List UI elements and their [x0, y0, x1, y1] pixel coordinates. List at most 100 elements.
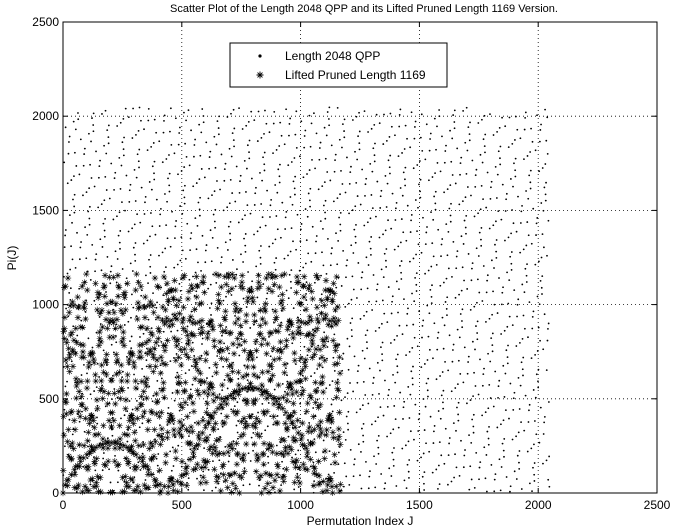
qpp-point: [367, 487, 370, 490]
qpp-point: [446, 188, 449, 191]
qpp-point: [231, 132, 234, 135]
qpp-point: [194, 271, 197, 274]
qpp-point: [523, 158, 525, 161]
qpp-point: [115, 335, 117, 337]
legend-marker-pruned: [256, 71, 264, 79]
qpp-point: [162, 131, 165, 134]
qpp-point: [398, 113, 401, 116]
qpp-point: [80, 241, 82, 243]
qpp-point: [490, 186, 492, 189]
qpp-point: [543, 415, 546, 418]
qpp-point: [391, 300, 393, 303]
qpp-point: [184, 257, 187, 260]
qpp-point: [397, 245, 400, 248]
qpp-point: [434, 190, 437, 193]
qpp-point: [234, 200, 237, 203]
qpp-point: [316, 368, 319, 370]
qpp-point: [137, 160, 140, 163]
qpp-point: [131, 293, 133, 296]
qpp-point: [444, 301, 447, 303]
qpp-point: [350, 244, 353, 247]
qpp-point: [492, 224, 495, 227]
qpp-point: [145, 365, 148, 368]
qpp-point: [322, 227, 324, 230]
qpp-point: [315, 240, 317, 243]
qpp-point: [421, 324, 424, 327]
qpp-point: [346, 422, 349, 425]
qpp-point: [263, 133, 265, 135]
qpp-point: [479, 208, 482, 211]
qpp-point: [392, 464, 395, 467]
legend-box: [229, 42, 448, 88]
qpp-point: [485, 454, 488, 456]
qpp-point: [131, 408, 134, 411]
qpp-point: [402, 171, 405, 174]
qpp-point: [344, 305, 347, 308]
qpp-point: [435, 378, 438, 381]
qpp-point: [197, 201, 200, 204]
qpp-point: [373, 154, 376, 157]
qpp-point: [503, 438, 506, 440]
qpp-point: [416, 164, 419, 166]
qpp-point: [430, 302, 433, 304]
qpp-point: [475, 325, 477, 327]
qpp-point: [393, 447, 395, 449]
qpp-point: [97, 206, 100, 209]
qpp-point: [309, 145, 312, 148]
qpp-point: [365, 461, 367, 463]
qpp-point: [504, 239, 506, 242]
qpp-point: [419, 196, 422, 199]
qpp-point: [219, 188, 221, 191]
qpp-point: [100, 203, 103, 206]
qpp-point: [237, 419, 240, 422]
qpp-point: [157, 344, 160, 347]
plot-frame: [62, 21, 658, 494]
qpp-point: [410, 214, 413, 216]
qpp-point: [281, 460, 283, 463]
qpp-point: [426, 359, 429, 361]
qpp-point: [484, 133, 487, 136]
qpp-point: [123, 136, 125, 139]
qpp-point: [218, 459, 221, 462]
qpp-point: [304, 208, 307, 210]
qpp-point: [377, 452, 380, 455]
qpp-point: [471, 418, 474, 421]
qpp-point: [213, 135, 216, 138]
qpp-point: [179, 296, 182, 298]
qpp-point: [380, 346, 382, 349]
qpp-point: [372, 376, 375, 379]
qpp-point: [337, 451, 340, 454]
qpp-point: [354, 150, 356, 153]
qpp-point: [402, 418, 404, 420]
qpp-point: [454, 182, 457, 185]
qpp-point: [368, 300, 370, 303]
qpp-point: [236, 401, 239, 404]
qpp-point: [466, 186, 469, 188]
qpp-point: [197, 261, 199, 264]
qpp-point: [347, 410, 350, 413]
qpp-point: [244, 214, 246, 217]
qpp-point: [167, 304, 170, 307]
qpp-point: [449, 214, 452, 217]
qpp-point: [541, 167, 544, 169]
qpp-point: [485, 291, 488, 294]
qpp-point: [378, 393, 380, 395]
qpp-point: [527, 336, 529, 339]
qpp-point: [440, 243, 443, 246]
qpp-point: [88, 205, 91, 208]
qpp-point: [539, 279, 542, 282]
qpp-point: [161, 359, 163, 362]
qpp-point: [343, 136, 346, 139]
qpp-point: [410, 219, 412, 222]
qpp-point: [277, 295, 280, 298]
qpp-point: [276, 191, 279, 194]
qpp-point: [255, 186, 257, 189]
qpp-point: [261, 402, 264, 405]
qpp-point: [295, 248, 297, 251]
x-tick-label: 2000: [525, 498, 552, 512]
qpp-point: [514, 115, 517, 118]
qpp-point: [261, 179, 264, 182]
qpp-point: [306, 354, 309, 357]
qpp-point: [351, 335, 353, 338]
